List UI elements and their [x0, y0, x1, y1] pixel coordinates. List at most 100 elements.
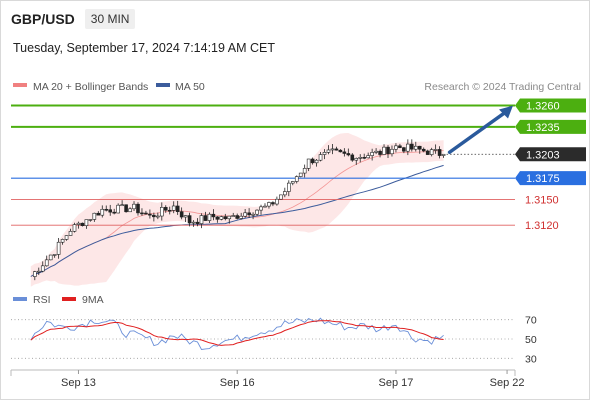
candle — [286, 180, 291, 197]
candle — [247, 208, 251, 218]
timeframe-badge[interactable]: 30 MIN — [84, 9, 136, 29]
candle-body — [275, 198, 279, 205]
candle-body — [60, 239, 65, 243]
candle-body — [156, 215, 160, 218]
candle-body — [255, 209, 259, 215]
candle — [96, 211, 101, 216]
candle — [425, 149, 430, 155]
candle-body — [120, 204, 124, 207]
rsi-ma-legend-swatch — [62, 297, 76, 301]
candle-body — [136, 203, 140, 214]
candle-body — [112, 211, 116, 214]
ma50-line — [30, 164, 444, 277]
candle — [441, 153, 446, 158]
candle-body — [437, 149, 442, 156]
candle — [211, 209, 216, 221]
candle-body — [306, 158, 311, 169]
candle — [179, 207, 184, 220]
candle — [56, 237, 61, 259]
candle-body — [100, 208, 105, 216]
candle — [116, 203, 120, 214]
candle — [33, 270, 37, 281]
candle — [171, 201, 176, 214]
candle-body — [132, 203, 136, 210]
candle-body — [203, 215, 208, 221]
candle — [44, 255, 49, 267]
candle-body — [330, 148, 335, 151]
candle — [429, 147, 434, 157]
candle-body — [227, 215, 232, 220]
datetime-label: Tuesday, September 17, 2024 7:14:19 AM C… — [13, 41, 275, 55]
candle — [183, 215, 188, 223]
candle — [251, 212, 255, 220]
projection-arrow-shaft — [447, 110, 507, 155]
candle-body — [326, 149, 331, 153]
candle-body — [302, 168, 307, 174]
credit-label: Research © 2024 Trading Central — [424, 81, 581, 93]
candle — [283, 187, 287, 198]
rsi-level-label: 30 — [525, 353, 537, 365]
candle — [88, 218, 93, 222]
candle — [413, 141, 418, 152]
candle-body — [96, 212, 101, 216]
candle — [140, 208, 144, 216]
candle — [342, 148, 347, 157]
candle-body — [56, 241, 61, 255]
candle-body — [219, 216, 224, 220]
candle — [255, 209, 259, 216]
candle-body — [402, 147, 406, 152]
candle-body — [294, 176, 299, 182]
candle-body — [179, 211, 184, 218]
candle-body — [310, 158, 315, 164]
candle-body — [382, 146, 386, 155]
candle — [267, 201, 271, 209]
x-tick-label: Sep 17 — [379, 377, 414, 389]
support-level-label: 1.3120 — [525, 220, 559, 232]
x-tick-label: Sep 13 — [61, 377, 96, 389]
currency-pair-title: GBP/USD — [11, 11, 75, 27]
resistance-level-tag — [515, 98, 586, 113]
rsi-level-label: 50 — [525, 334, 537, 346]
candle — [156, 212, 160, 220]
candle — [64, 235, 69, 241]
candle-body — [231, 215, 236, 217]
candle — [386, 145, 390, 159]
main-plot: 1.3260 1.3235 1.3175 1.3150 1.3120 1.3203 — [11, 98, 586, 287]
pivot-level-tag — [515, 171, 586, 186]
candle — [231, 212, 236, 217]
x-tick-label: Sep 22 — [490, 377, 525, 389]
candle — [259, 204, 263, 215]
candle — [120, 200, 124, 207]
candle — [215, 216, 220, 223]
candle-body — [48, 254, 53, 261]
level-tag-label: 1.3175 — [526, 173, 560, 185]
candle-body — [108, 209, 113, 213]
candle — [437, 146, 442, 159]
candle — [271, 201, 275, 207]
ma50-legend-swatch — [156, 83, 170, 87]
candle — [275, 196, 279, 206]
candle-body — [80, 222, 85, 227]
rsi-plot: 70 50 30 — [11, 315, 537, 365]
candle-body — [342, 151, 347, 154]
candle — [203, 211, 208, 221]
candle-body — [374, 150, 378, 153]
candle-body — [52, 254, 57, 256]
candle — [239, 212, 243, 220]
candle — [366, 152, 370, 159]
candle — [227, 215, 232, 224]
candle — [358, 154, 363, 163]
candle-body — [398, 145, 402, 148]
candle — [152, 212, 156, 222]
candle-body — [140, 212, 144, 215]
candle-body — [215, 216, 220, 220]
candle-body — [243, 212, 247, 217]
candle — [294, 175, 299, 184]
candle-body — [211, 213, 216, 218]
candle — [80, 222, 85, 227]
chart-header: GBP/USD 30 MIN — [11, 8, 136, 30]
candle-body — [191, 221, 196, 224]
candle-body — [148, 213, 152, 216]
candle — [84, 219, 89, 229]
candle — [362, 153, 366, 160]
